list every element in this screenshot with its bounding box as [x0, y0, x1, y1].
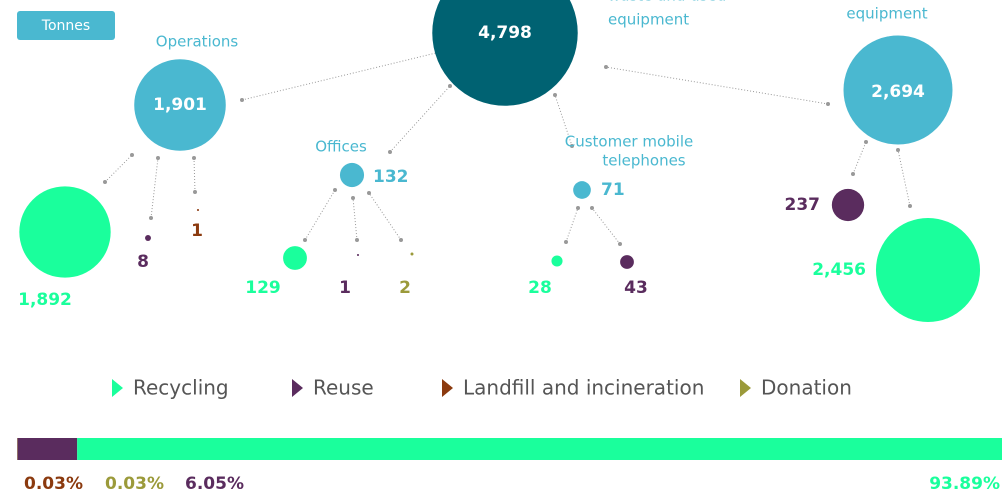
node-name: waste and used — [608, 0, 726, 5]
node-name: Offices — [315, 138, 367, 156]
connector-dot — [367, 191, 371, 195]
connector-dot — [156, 156, 160, 160]
connector-dot — [355, 238, 359, 242]
legend-label: Donation — [761, 376, 852, 400]
connector-dot — [864, 140, 868, 144]
bubble — [339, 162, 365, 188]
node-name: Operations — [156, 33, 239, 51]
connector — [193, 157, 196, 193]
legend-label: Landfill and incineration — [463, 376, 704, 400]
legend-marker — [292, 379, 303, 397]
bar-label: 0.03% — [105, 474, 164, 494]
connector-dot — [103, 180, 107, 184]
bubble — [843, 35, 953, 145]
bubble-label: 4,798 — [478, 23, 532, 43]
bubble-label: 28 — [528, 278, 552, 298]
bubble-label: 1,901 — [153, 95, 207, 115]
bubble — [410, 252, 414, 256]
node-name: equipment — [846, 5, 927, 23]
connector-dot — [192, 156, 196, 160]
connector — [368, 192, 402, 241]
connector — [605, 66, 829, 105]
connector-dot — [333, 188, 337, 192]
connector-dot — [553, 93, 557, 97]
connector-dot — [604, 65, 608, 69]
bubble — [145, 235, 151, 241]
bubble-label: 132 — [373, 167, 409, 187]
bubble-label: 43 — [624, 278, 648, 298]
connector — [150, 157, 159, 219]
legend-label: Recycling — [133, 376, 229, 400]
bubble-label: 71 — [601, 180, 625, 200]
connector-dot — [590, 206, 594, 210]
badge — [17, 11, 115, 40]
connector-dot — [570, 144, 574, 148]
connector — [304, 189, 336, 241]
bubble-label: 8 — [137, 252, 149, 272]
bubble-label: 129 — [245, 278, 281, 298]
connector — [565, 207, 579, 243]
node-name: telephones — [602, 152, 685, 170]
connector — [104, 154, 133, 183]
bubble — [432, 0, 578, 106]
bubble — [356, 253, 360, 257]
legend-marker — [112, 379, 123, 397]
connector-dot — [564, 240, 568, 244]
connector — [352, 197, 358, 241]
legend-marker — [740, 379, 751, 397]
bar-segment — [17, 438, 78, 460]
bar-label: 6.05% — [185, 474, 244, 494]
connector — [897, 149, 911, 207]
bubble — [875, 217, 981, 323]
bubble-label: 1,892 — [18, 290, 72, 310]
bubble — [551, 255, 563, 267]
connector — [852, 141, 867, 175]
bubble-label: 1 — [339, 278, 351, 298]
node-name: equipment — [608, 11, 689, 29]
bubble — [196, 208, 200, 212]
connector-dot — [851, 172, 855, 176]
connector-dot — [908, 204, 912, 208]
legend-marker — [442, 379, 453, 397]
bubble-label: 2,694 — [871, 82, 925, 102]
connector-dot — [448, 84, 452, 88]
connector-dot — [618, 242, 622, 246]
bubble — [831, 188, 865, 222]
connector-dot — [351, 196, 355, 200]
connector-dot — [826, 102, 830, 106]
connector — [241, 51, 441, 101]
bar-label: 0.03% — [24, 474, 83, 494]
connector-dot — [576, 206, 580, 210]
bubble-label: 1 — [191, 221, 203, 241]
bubble — [19, 186, 111, 278]
bubble-label: 2,456 — [812, 260, 866, 280]
bubble — [283, 246, 307, 270]
bubble-label: 2 — [399, 278, 411, 298]
connector-dot — [193, 190, 197, 194]
bubble — [573, 181, 591, 199]
connector-dot — [388, 150, 392, 154]
connector — [591, 207, 621, 245]
connector-dot — [130, 153, 134, 157]
connector-dot — [896, 148, 900, 152]
bubble — [134, 59, 226, 151]
bubble-label: 237 — [785, 195, 821, 215]
connector — [389, 85, 451, 153]
connector-dot — [240, 98, 244, 102]
badge-label: Tonnes — [41, 18, 90, 34]
connector-dot — [303, 238, 307, 242]
bubble — [620, 255, 634, 269]
connector-dot — [399, 238, 403, 242]
connector-dot — [149, 216, 153, 220]
bar-segment — [77, 438, 1002, 460]
bar-label: 93.89% — [929, 474, 1000, 494]
node-name: Customer mobile — [565, 133, 694, 151]
legend-label: Reuse — [313, 376, 374, 400]
